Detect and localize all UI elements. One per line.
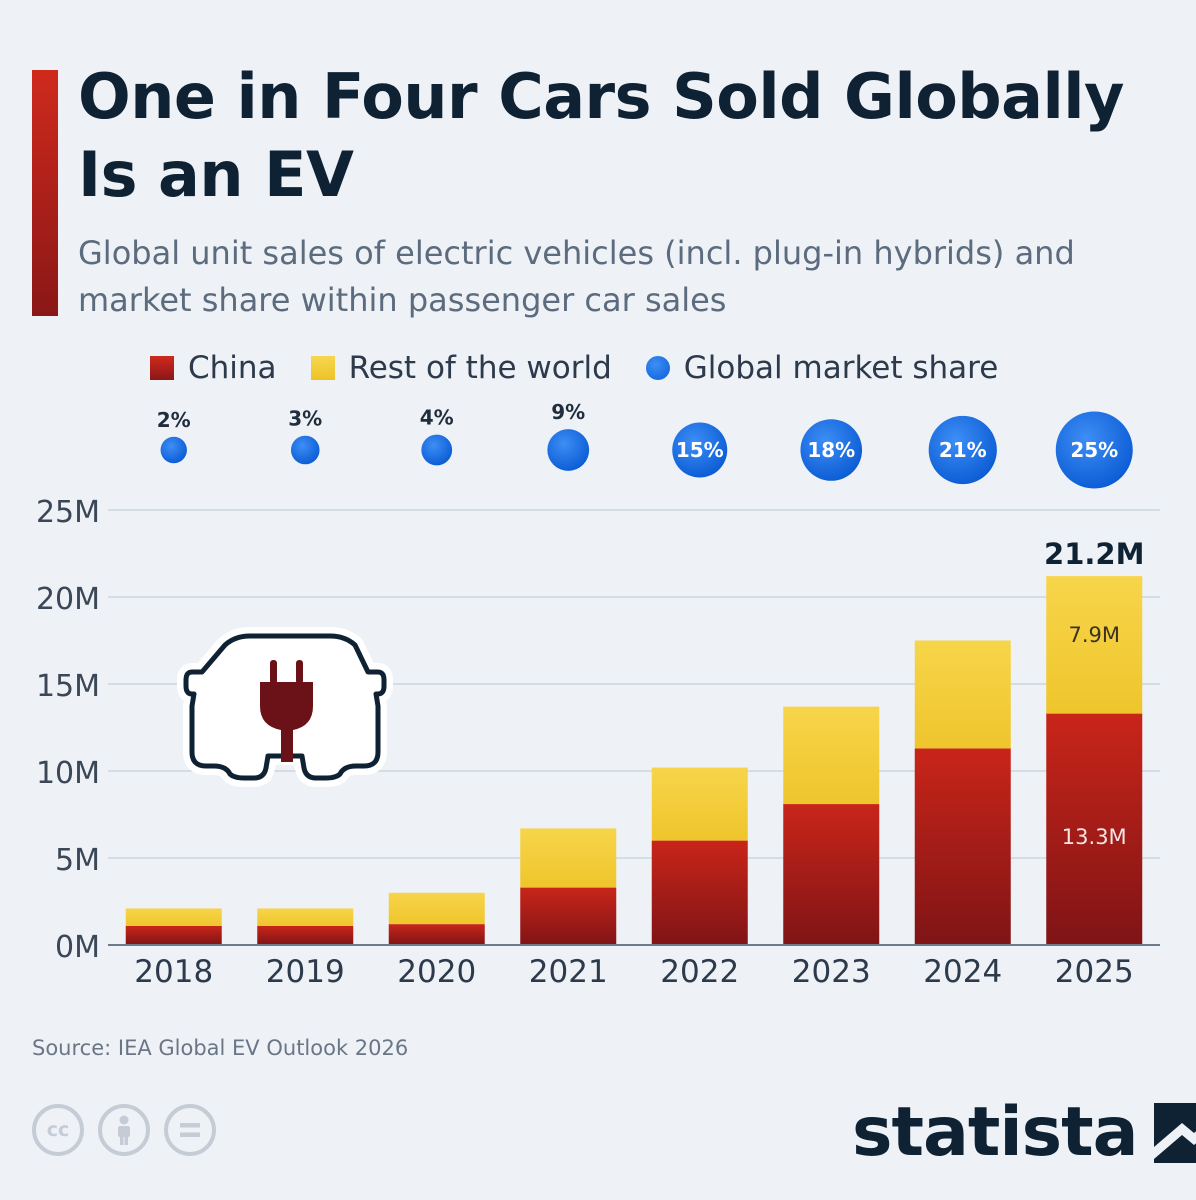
bar-rest bbox=[651, 767, 748, 841]
market-share-bubbles: 2% 3% 4% 9% 15% 18% 21% 25% bbox=[157, 400, 1133, 489]
bar-rest bbox=[388, 892, 485, 925]
bar-china bbox=[783, 804, 880, 945]
x-tick-label: 2020 bbox=[397, 954, 476, 990]
x-tick-label: 2018 bbox=[134, 954, 213, 990]
data-labels: 21.2M 7.9M 13.3M bbox=[1044, 537, 1144, 849]
share-label: 21% bbox=[939, 438, 987, 462]
x-tick-label: 2022 bbox=[660, 954, 739, 990]
legend-label-share: Global market share bbox=[683, 350, 999, 386]
share-bubble bbox=[672, 422, 728, 478]
statista-mark-icon bbox=[1153, 1103, 1196, 1163]
y-tick-label: 0M bbox=[55, 930, 100, 965]
equals-icon[interactable] bbox=[164, 1104, 216, 1156]
bar-rest bbox=[257, 908, 354, 926]
chart-legend: China Rest of the world Global market sh… bbox=[150, 348, 998, 388]
rest-label-2025: 7.9M bbox=[1068, 623, 1120, 647]
total-label-2025: 21.2M bbox=[1044, 537, 1144, 571]
legend-item-china: China bbox=[150, 350, 277, 386]
legend-label-china: China bbox=[188, 350, 277, 386]
bar-rest bbox=[125, 908, 222, 926]
brand-wordmark: statista bbox=[852, 1093, 1139, 1172]
share-label: 18% bbox=[807, 438, 855, 462]
share-bubble bbox=[547, 429, 590, 471]
legend-item-share: Global market share bbox=[645, 350, 999, 386]
bars bbox=[125, 576, 1143, 945]
y-tick-label: 20M bbox=[36, 582, 100, 617]
cc-icon[interactable]: cc bbox=[32, 1104, 84, 1156]
cc-text: cc bbox=[46, 1119, 70, 1141]
person-icon[interactable] bbox=[98, 1104, 150, 1156]
x-axis-labels: 2018 2019 2020 2021 2022 2023 2024 2025 bbox=[134, 954, 1133, 990]
y-tick-label: 5M bbox=[55, 843, 100, 878]
y-tick-label: 15M bbox=[36, 669, 100, 704]
bar-china bbox=[520, 887, 617, 945]
legend-item-rest: Rest of the world bbox=[310, 350, 612, 386]
share-label: 3% bbox=[288, 407, 322, 431]
share-bubble bbox=[421, 434, 453, 466]
y-tick-label: 25M bbox=[36, 495, 100, 530]
legend-swatch-share bbox=[645, 356, 670, 380]
y-axis-ticks: 0M 5M 10M 15M 20M 25M bbox=[36, 495, 100, 965]
equals-glyph bbox=[180, 1123, 200, 1137]
share-bubble bbox=[928, 415, 997, 485]
share-label: 4% bbox=[420, 406, 454, 430]
legend-swatch-rest bbox=[310, 356, 335, 380]
share-label: 15% bbox=[676, 438, 724, 462]
bar-china bbox=[257, 925, 354, 945]
ev-sales-chart: 0M 5M 10M 15M 20M 25M 2018 2019 2020 2021 2022 202… bbox=[36, 400, 1160, 990]
bar-china bbox=[388, 924, 485, 945]
legend-swatch-china bbox=[150, 356, 174, 380]
china-label-2025: 13.3M bbox=[1062, 825, 1127, 849]
share-label: 25% bbox=[1070, 438, 1118, 462]
bar-rest bbox=[1046, 576, 1143, 714]
legend-label-rest: Rest of the world bbox=[348, 350, 612, 386]
bar-china bbox=[1046, 713, 1143, 945]
license-icons: cc bbox=[32, 1104, 216, 1156]
page-title: One in Four Cars Sold Globally Is an EV bbox=[78, 60, 1124, 211]
page-subtitle: Global unit sales of electric vehicles (… bbox=[78, 234, 1075, 319]
source-note: Source: IEA Global EV Outlook 2026 bbox=[32, 1036, 409, 1060]
share-label: 9% bbox=[551, 400, 585, 424]
share-bubble bbox=[160, 436, 187, 464]
bar-rest bbox=[914, 640, 1011, 749]
bar-rest bbox=[520, 828, 617, 888]
share-label: 2% bbox=[157, 408, 191, 432]
share-bubble bbox=[290, 435, 320, 465]
bar-china bbox=[125, 925, 222, 945]
share-bubble bbox=[1055, 411, 1133, 489]
x-tick-label: 2019 bbox=[266, 954, 345, 990]
bar-china bbox=[651, 840, 748, 945]
bar-china bbox=[914, 748, 1011, 945]
statista-logo[interactable]: statista bbox=[852, 1096, 1196, 1170]
accent-bar bbox=[32, 70, 58, 316]
x-tick-label: 2024 bbox=[923, 954, 1002, 990]
bar-rest bbox=[783, 706, 880, 805]
x-tick-label: 2023 bbox=[792, 954, 871, 990]
ev-car-icon bbox=[177, 627, 393, 787]
y-tick-label: 10M bbox=[36, 756, 100, 791]
person-glyph bbox=[118, 1115, 130, 1145]
x-tick-label: 2025 bbox=[1055, 954, 1134, 990]
x-tick-label: 2021 bbox=[529, 954, 608, 990]
share-bubble bbox=[800, 419, 863, 481]
